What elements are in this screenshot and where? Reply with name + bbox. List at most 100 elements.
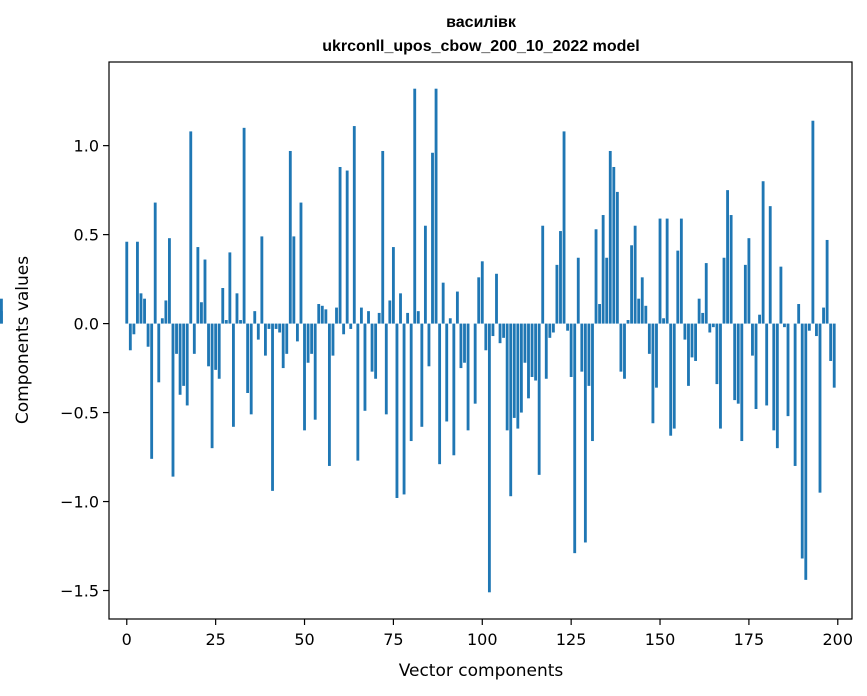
bar-component-72 [381, 150, 385, 324]
bar-component-125 [569, 323, 573, 377]
bar-component-67 [363, 323, 367, 411]
bar-component-147 [647, 323, 651, 354]
bar-component-86 [431, 152, 434, 324]
x-tick-label: 150 [645, 630, 676, 649]
bar-component-8 [153, 202, 157, 324]
bar-component-77 [399, 293, 402, 324]
bar-component-180 [765, 323, 769, 406]
bar-component-48 [295, 323, 299, 342]
bar-component-32 [239, 320, 242, 324]
bar-component-198 [829, 323, 833, 361]
bar-component-80 [409, 323, 413, 442]
bar-component-49 [299, 202, 303, 324]
bar-component-145 [640, 277, 644, 324]
bar-component-185 [783, 323, 786, 328]
bar-component-194 [815, 323, 818, 337]
bar-component-93 [455, 291, 459, 324]
bar-component-44 [281, 323, 285, 369]
bar-component-4 [139, 293, 143, 324]
bar-component-175 [747, 238, 751, 324]
bar-component-163 [704, 263, 708, 324]
bar-component-146 [644, 305, 648, 324]
bar-component-173 [740, 323, 744, 442]
bar-component-176 [751, 323, 754, 356]
y-tick-label: 1.0 [74, 137, 99, 156]
bar-component-89 [441, 282, 445, 324]
bar-component-121 [555, 264, 559, 324]
bar-component-78 [402, 323, 406, 495]
bar-component-189 [797, 304, 801, 324]
bar-component-160 [694, 323, 697, 361]
bar-component-37 [256, 323, 260, 340]
bar-component-119 [548, 323, 552, 338]
bar-component-123 [562, 131, 566, 324]
bar-component-113 [527, 323, 530, 399]
bar-component-70 [374, 323, 378, 379]
bar-component-127 [576, 257, 580, 324]
bar-component-164 [708, 323, 712, 333]
bar-component-21 [200, 302, 203, 324]
chart-title-line-2: ukrconll_upos_cbow_200_10_2022 model [322, 38, 639, 55]
bar-component-94 [459, 323, 463, 369]
bar-component-5 [143, 298, 146, 324]
bar-component-144 [637, 298, 641, 324]
bar-component-196 [822, 307, 825, 324]
bar-component-16 [182, 323, 186, 386]
bar-component-99 [477, 277, 481, 324]
bar-component-149 [655, 323, 658, 388]
bar-component-112 [523, 323, 527, 363]
bar-component-109 [512, 323, 516, 418]
bar-component-171 [733, 323, 737, 401]
bar-component-14 [175, 323, 178, 354]
bar-component-2 [132, 323, 136, 335]
bar-component-58 [331, 323, 335, 356]
bar-component-186 [786, 323, 790, 417]
bar-component-199 [832, 323, 836, 388]
bar-component-10 [160, 318, 164, 324]
x-axis-label: Vector components [399, 661, 564, 681]
bar-component-191 [804, 323, 808, 580]
bar-component-undefined [0, 311, 3, 324]
bar-component-150 [658, 218, 662, 324]
x-axis-ticks: 0 25 50 75 100 125 150 175 200 [122, 619, 853, 649]
bar-component-197 [825, 239, 829, 324]
bar-component-66 [359, 307, 363, 324]
bar-component-6 [146, 323, 150, 347]
bar-component-151 [662, 318, 665, 324]
bar-component-100 [480, 261, 484, 324]
bar-component-193 [811, 120, 815, 324]
bar-component-15 [178, 323, 182, 395]
bar-component-105 [498, 323, 502, 344]
bar-component-73 [384, 323, 388, 415]
bar-component-141 [626, 320, 630, 324]
bar-component-143 [633, 225, 637, 324]
bar-component-190 [800, 323, 804, 559]
y-tick-label: −1.5 [60, 582, 99, 601]
bar-component-155 [676, 250, 680, 324]
bar-component-135 [605, 257, 609, 324]
bar-component-158 [687, 323, 690, 386]
x-tick-label: 200 [823, 630, 854, 649]
bar-component-111 [519, 323, 523, 413]
bar-component-152 [665, 218, 669, 324]
bar-component-165 [711, 323, 715, 328]
bar-component-42 [274, 323, 278, 329]
x-tick-label: 125 [556, 630, 587, 649]
y-axis-ticks: −1.5 −1.0 −0.5 0.0 0.5 1.0 [60, 137, 109, 601]
bar-component-195 [818, 323, 822, 493]
bar-component-103 [491, 323, 495, 337]
bar-component-181 [768, 206, 772, 324]
bar-component-47 [292, 236, 296, 324]
bar-component-57 [327, 323, 331, 466]
bar-component-22 [203, 259, 207, 324]
x-tick-label: 75 [383, 630, 403, 649]
bar-component-3 [136, 241, 139, 324]
bar-component-45 [285, 323, 289, 354]
bar-component-98 [473, 323, 477, 404]
bar-component-85 [427, 323, 431, 367]
bar-component-28 [224, 320, 228, 324]
bar-component-130 [587, 323, 591, 386]
bar-component-53 [313, 323, 317, 420]
bar-component-36 [253, 311, 257, 324]
bar-component-142 [630, 245, 634, 324]
